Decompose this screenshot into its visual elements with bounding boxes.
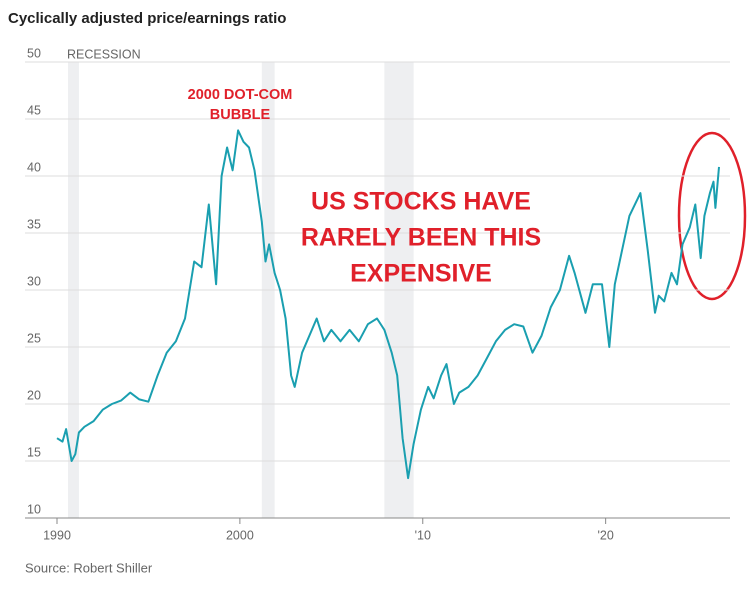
x-tick-label: 2000	[226, 528, 254, 542]
recession-label: RECESSION	[67, 47, 141, 61]
highlight-ellipse	[677, 131, 747, 301]
chart-title: Cyclically adjusted price/earnings ratio	[8, 10, 286, 27]
y-tick-label: 35	[27, 217, 41, 231]
y-tick-label: 25	[27, 331, 41, 345]
annotation: 2000 DOT-COM	[188, 87, 293, 103]
y-tick-label: 10	[27, 502, 41, 516]
x-tick-label: '10	[415, 528, 431, 542]
x-tick-label: 1990	[43, 528, 71, 542]
y-tick-label: 20	[27, 388, 41, 402]
annotation: RARELY BEEN THIS	[301, 224, 541, 252]
annotation: EXPENSIVE	[350, 260, 492, 288]
y-tick-label: 40	[27, 160, 41, 174]
y-tick-label: 30	[27, 274, 41, 288]
annotation: US STOCKS HAVE	[311, 188, 531, 216]
y-tick-label: 15	[27, 445, 41, 459]
y-tick-label: 45	[27, 103, 41, 117]
data-line	[56, 129, 720, 480]
source: Source: Robert Shiller	[25, 560, 153, 575]
y-tick-label: 50	[27, 46, 41, 60]
annotation: BUBBLE	[210, 107, 271, 123]
x-tick-label: '20	[597, 528, 613, 542]
